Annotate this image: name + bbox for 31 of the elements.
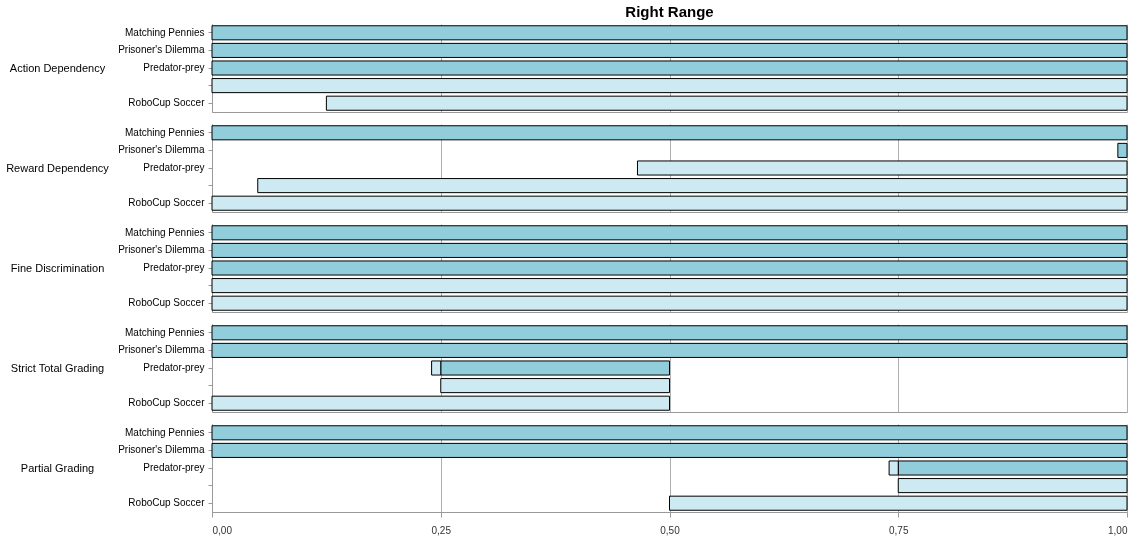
y-tick-label: Prisoner's Dilemma: [118, 344, 205, 356]
y-axis-title: Strict Total Grading: [10, 361, 105, 374]
y-tick-label: Predator-prey: [143, 262, 205, 273]
y-axis-title: Fine Discrimination: [10, 261, 105, 274]
x-tick-label: 0,75: [889, 524, 909, 536]
y-tick-label: RoboCup Soccer: [128, 297, 206, 309]
y-tick-label: Matching Pennies: [125, 426, 205, 438]
y-tick-label: RoboCup Soccer: [128, 197, 206, 209]
x-tick-label: 0,00: [212, 524, 233, 536]
chart-title: Right Range: [625, 3, 714, 20]
y-tick-label: Predator-prey: [143, 162, 205, 173]
y-tick-label: Matching Pennies: [125, 226, 205, 238]
y-tick-label: Matching Pennies: [125, 26, 205, 38]
y-tick-label: RoboCup Soccer: [128, 497, 206, 509]
y-tick-label: Prisoner's Dilemma: [118, 44, 205, 56]
y-tick-label: Predator-prey: [143, 62, 205, 73]
y-tick-label: Matching Pennies: [125, 326, 205, 338]
y-tick-label: Predator-prey: [143, 462, 205, 473]
x-tick-label: 0,50: [660, 524, 681, 536]
y-tick-label: Prisoner's Dilemma: [118, 444, 205, 456]
y-axis-title: Action Dependency: [9, 61, 106, 74]
y-tick-label: RoboCup Soccer: [128, 397, 206, 409]
y-tick-label: Prisoner's Dilemma: [118, 244, 205, 256]
y-tick-label: Matching Pennies: [125, 126, 205, 138]
x-tick-label: 0,25: [431, 524, 452, 536]
y-axis-title: Partial Grading: [20, 461, 95, 474]
y-tick-label: Prisoner's Dilemma: [118, 144, 205, 156]
y-tick-label: RoboCup Soccer: [128, 97, 206, 109]
x-tick-label: 1,00: [1108, 524, 1128, 536]
y-axis-title: Reward Dependency: [6, 161, 110, 174]
y-tick-label: Predator-prey: [143, 362, 205, 373]
